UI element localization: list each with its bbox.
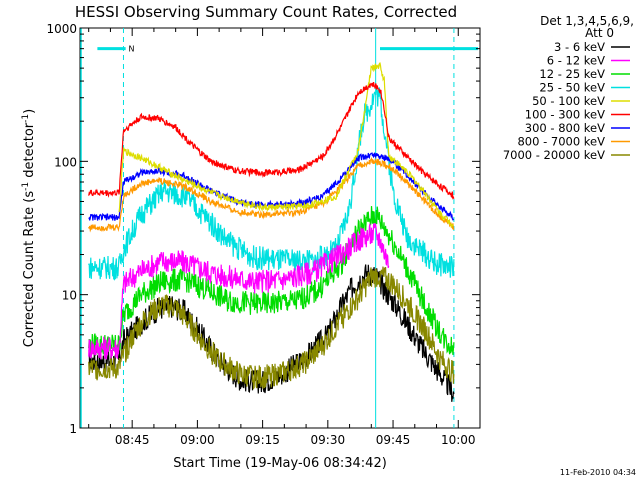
legend-header-line-2: Att 0 <box>585 26 614 40</box>
x-axis-label: Start Time (19-May-06 08:34:42) <box>173 456 387 471</box>
series-line-12-25-kev <box>88 206 455 357</box>
series-line-800-7000-kev <box>88 156 455 233</box>
plot-frame <box>79 27 481 429</box>
series-line-7000-20000-kev <box>88 266 455 390</box>
legend-entry-label: 12 - 25 keV <box>539 67 605 81</box>
y-axis-label-mid: detector <box>22 122 37 182</box>
x-tick-label: 09:00 <box>180 433 215 447</box>
saa-marker-label: N <box>128 45 134 54</box>
series-line-6-12-kev <box>88 223 390 360</box>
legend-entry-label: 25 - 50 keV <box>539 81 605 95</box>
legend-entry-label: 7000 - 20000 keV <box>503 148 605 162</box>
series-line-50-100-kev <box>118 62 454 229</box>
legend-entry-label: 3 - 6 keV <box>554 40 605 54</box>
legend-entry-label: 50 - 100 keV <box>532 94 605 108</box>
y-axis-label-end: ) <box>22 109 37 114</box>
x-tick-label: 09:15 <box>245 433 280 447</box>
axis-ticks: 08:45 09:00 09:15 09:30 09:45 10:00 1 10 100 1000 <box>46 22 481 447</box>
chart-title: HESSI Observing Summary Count Rates, Cor… <box>75 3 457 21</box>
series-line-25-50-kev <box>88 85 455 281</box>
legend-entry-label: 100 - 300 keV <box>525 108 605 122</box>
y-tick-label: 1000 <box>46 22 77 36</box>
series-line-100-300-kev <box>88 82 455 200</box>
legend-header-line-1: Det 1,3,4,5,6,9, <box>540 14 634 28</box>
generation-timestamp: 11-Feb-2010 04:34 <box>560 468 636 477</box>
x-tick-label: 09:45 <box>376 433 411 447</box>
plot-area <box>79 27 481 429</box>
y-tick-label: 100 <box>54 155 77 169</box>
x-tick-label: 10:00 <box>441 433 476 447</box>
y-tick-label: 1 <box>69 422 77 436</box>
x-tick-label: 08:45 <box>115 433 150 447</box>
legend-entry-label: 800 - 7000 keV <box>517 135 605 149</box>
legend-entry-label: 300 - 800 keV <box>525 121 605 135</box>
y-axis-label-sup1: -1 <box>21 182 31 191</box>
y-tick-label: 10 <box>62 289 77 303</box>
y-axis-label-main: Corrected Count Rate (s <box>22 191 37 348</box>
legend-entry-label: 6 - 12 keV <box>547 54 605 68</box>
y-axis-label-sup2: -1 <box>21 114 31 123</box>
y-axis-label: Corrected Count Rate (s-1 detector-1) <box>21 109 37 347</box>
series-line-3-6-kev <box>88 264 455 402</box>
x-tick-label: 09:30 <box>311 433 346 447</box>
series-layer <box>88 62 455 402</box>
